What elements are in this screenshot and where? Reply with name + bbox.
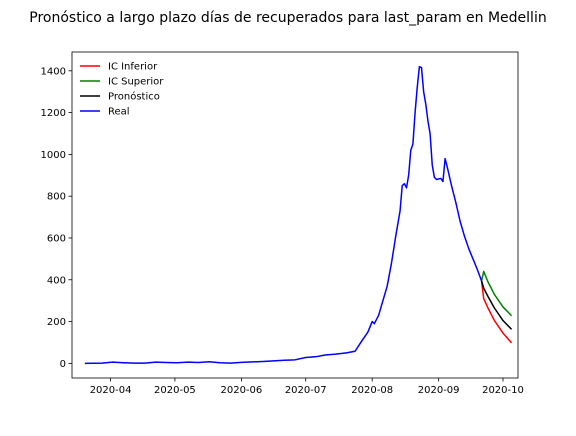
y-tick-label: 400 (47, 275, 66, 286)
series-line-pron-stico (480, 280, 513, 330)
y-tick-label: 0 (60, 359, 66, 370)
y-tick-label: 1400 (41, 66, 66, 77)
plot-area (71, 51, 519, 379)
y-tick-label: 200 (47, 317, 66, 328)
x-tick-label: 2020-09 (418, 385, 460, 396)
x-tick-label: 2020-05 (154, 385, 196, 396)
x-tick-label: 2020-10 (482, 385, 524, 396)
series-line-ic-inferior (480, 280, 513, 344)
y-tick-label: 600 (47, 233, 66, 244)
y-tick-label: 800 (47, 192, 66, 203)
x-tick-label: 2020-07 (285, 385, 327, 396)
legend-label: IC Superior (108, 77, 164, 88)
series-line-real (84, 65, 483, 365)
x-axis: 2020-04 2020-05 2020-06 2020-07 2020-08 2020-… (90, 378, 524, 396)
x-tick-label: 2020-06 (220, 385, 262, 396)
x-tick-label: 2020-08 (351, 385, 393, 396)
x-tick-label: 2020-04 (90, 385, 132, 396)
y-tick-label: 1000 (41, 150, 66, 161)
chart-title: Pronóstico a largo plazo días de recuper… (29, 10, 546, 26)
legend-label: Real (108, 107, 130, 118)
legend-label: IC Inferior (108, 62, 158, 73)
legend: IC Inferior IC Superior Pronóstico Real (80, 62, 164, 118)
series-group (84, 65, 513, 365)
legend-label: Pronóstico (108, 91, 160, 103)
y-tick-label: 1200 (41, 108, 66, 119)
y-axis: 0 200 400 600 800 1000 1200 1400 (41, 66, 72, 370)
series-line-ic-superior (480, 270, 513, 317)
plot-frame (71, 51, 519, 379)
